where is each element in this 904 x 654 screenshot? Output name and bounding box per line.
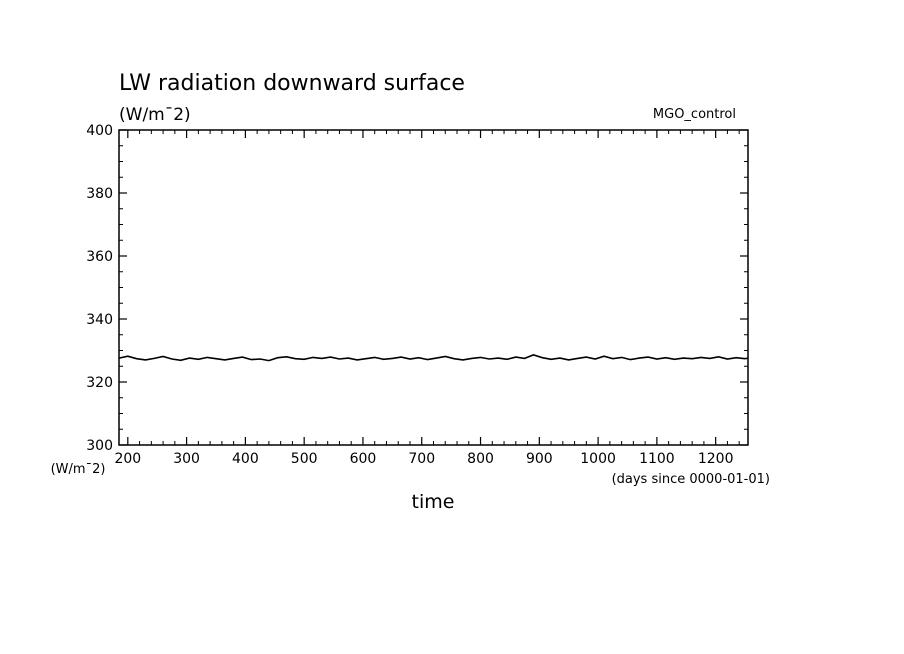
y-axis: 300 320 340 360 380 400	[86, 123, 113, 454]
x-tick-label: 800	[467, 451, 494, 467]
x-tick-label: 500	[291, 451, 318, 467]
y-axis-units-label: (W/m¯2)	[51, 462, 106, 477]
x-tick-label: 700	[408, 451, 435, 467]
x-tick-label: 600	[350, 451, 377, 467]
series-line	[118, 354, 749, 362]
x-tick-label: 200	[114, 451, 141, 467]
x-tick-label: 900	[526, 451, 553, 467]
x-tick-label: 1200	[698, 451, 734, 467]
x-axis-units-label: (days since 0000-01-01)	[612, 472, 770, 487]
y-tick-label: 300	[86, 438, 113, 454]
y-tick-label: 380	[86, 186, 113, 202]
y-tick-label: 400	[86, 123, 113, 139]
x-tick-label: 300	[173, 451, 200, 467]
x-tick-label: 400	[232, 451, 259, 467]
plot-frame	[118, 129, 749, 446]
x-axis-title: time	[412, 491, 455, 513]
y-tick-label: 340	[86, 312, 113, 328]
chart-units-label: (W/m¯2)	[119, 105, 191, 125]
chart-title: LW radiation downward surface	[119, 71, 465, 96]
x-tick-label: 1000	[580, 451, 616, 467]
experiment-label: MGO_control	[653, 107, 736, 122]
x-tick-label: 1100	[639, 451, 675, 467]
y-tick-label: 360	[86, 249, 113, 265]
y-tick-label: 320	[86, 375, 113, 391]
x-axis: 200 300 400 500 600 700 800 900 1000 1100 1200	[114, 451, 733, 467]
axis-ticks	[119, 129, 748, 446]
